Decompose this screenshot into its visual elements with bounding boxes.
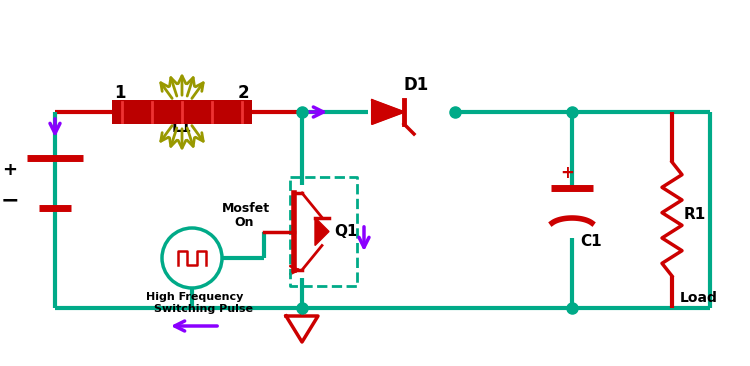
Text: 1: 1 bbox=[114, 84, 125, 102]
Text: Q1: Q1 bbox=[334, 224, 358, 239]
Text: Switching Pulse: Switching Pulse bbox=[154, 304, 253, 314]
Text: On: On bbox=[234, 216, 254, 229]
Text: High Frequency: High Frequency bbox=[146, 292, 243, 302]
Text: Mosfet: Mosfet bbox=[222, 202, 270, 215]
Polygon shape bbox=[315, 217, 329, 246]
Bar bbox=[112, 100, 252, 124]
Polygon shape bbox=[372, 100, 404, 124]
Text: C1: C1 bbox=[580, 234, 602, 249]
Text: Load: Load bbox=[680, 291, 718, 305]
Text: 2: 2 bbox=[238, 84, 250, 102]
Text: D1: D1 bbox=[404, 76, 429, 94]
Text: +: + bbox=[2, 161, 17, 179]
Text: +: + bbox=[560, 164, 574, 182]
Text: −: − bbox=[1, 190, 20, 210]
Text: L1: L1 bbox=[172, 120, 192, 135]
Text: R1: R1 bbox=[684, 207, 706, 222]
